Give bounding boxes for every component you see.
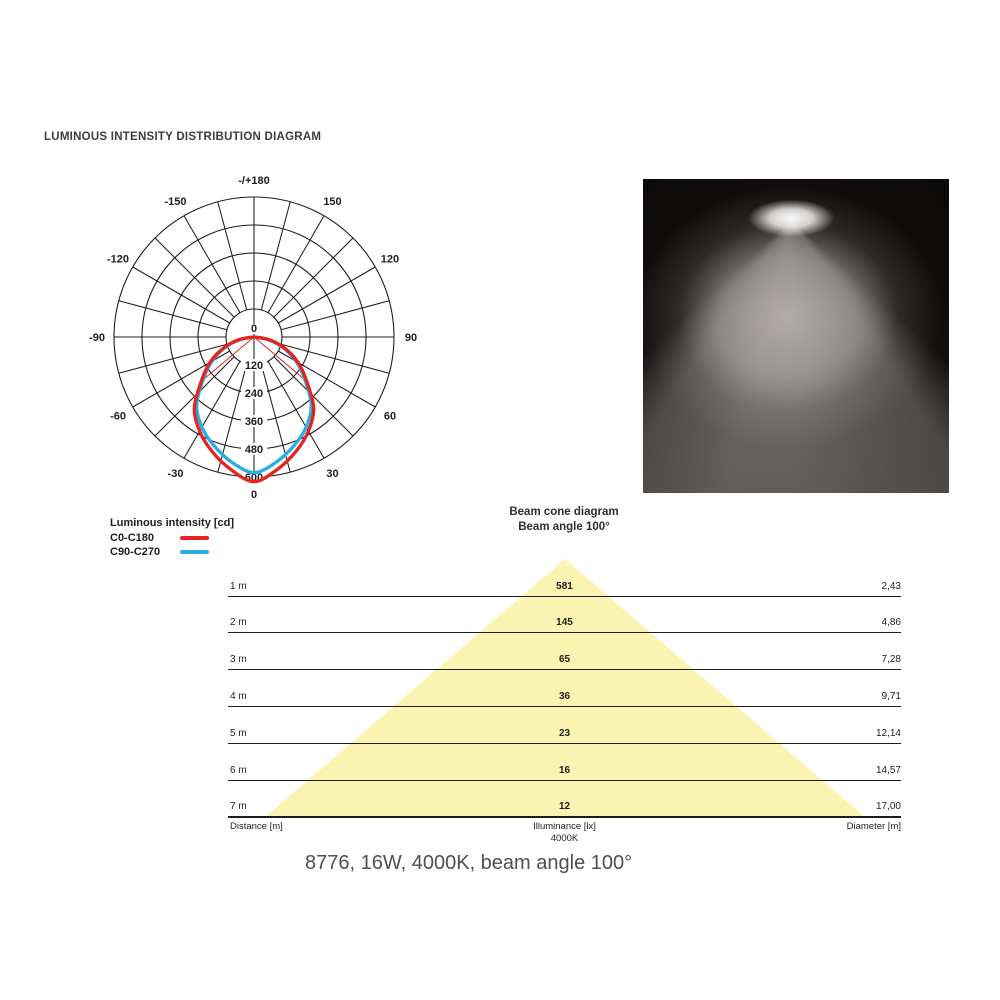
beam-photo (643, 179, 949, 493)
beam-angle-line (200, 336, 255, 382)
page-title: LUMINOUS INTENSITY DISTRIBUTION DIAGRAM (44, 131, 322, 143)
polar-grid-spoke (132, 266, 231, 324)
cone-diameter-value: 7,28 (881, 654, 901, 666)
polar-grid-spoke (118, 343, 228, 374)
cone-diameter-value: 17,00 (875, 801, 901, 813)
radial-label-mask (241, 415, 267, 427)
cone-row-line (228, 779, 901, 781)
polar-grid-spoke (154, 356, 235, 437)
cone-illuminance-value: 145 (556, 617, 573, 629)
beam-cone-heading-line2: Beam angle 100° (518, 521, 610, 533)
polar-grid-spoke (260, 201, 291, 311)
beam-cone-heading: Beam cone diagram Beam angle 100° (429, 505, 699, 535)
angle-tick-label: 30 (326, 468, 338, 480)
polar-grid-spoke (183, 360, 241, 459)
cone-row-line (228, 742, 901, 744)
cone-distance-value: 4 m (230, 690, 247, 702)
cone-distance-value: 7 m (230, 801, 247, 813)
legend-label-c90-c270: C90-C270 (110, 546, 161, 558)
cone-illuminance-value: 16 (558, 764, 571, 776)
angle-tick-label: 120 (381, 254, 399, 266)
cone-row-line (228, 632, 901, 634)
legend-title: Luminous intensity [cd] (110, 517, 235, 529)
cone-illuminance-value: 581 (556, 580, 573, 592)
cone-row-line (228, 816, 901, 819)
legend-label-c0-c180: C0-C180 (110, 532, 155, 544)
cone-distance-value: 1 m (230, 580, 247, 592)
cone-diameter-value: 4,86 (881, 617, 901, 629)
polar-grid-spoke (267, 215, 325, 314)
angle-tick-label: -30 (168, 468, 184, 480)
radial-tick-label: 480 (245, 444, 263, 456)
cone-illuminance-value: 65 (558, 654, 571, 666)
radial-tick-label: 0 (251, 323, 257, 335)
polar-grid-spoke (277, 266, 376, 324)
cone-diameter-value: 9,71 (881, 690, 901, 702)
radial-tick-label: 360 (245, 416, 263, 428)
angle-tick-label: -150 (164, 196, 186, 208)
cone-illuminance-value: 36 (558, 690, 571, 702)
angle-tick-label: 150 (323, 196, 341, 208)
polar-grid-spoke (267, 360, 325, 459)
radial-tick-label: 120 (245, 360, 263, 372)
curve-c0-c180 (192, 335, 316, 484)
cone-distance-value: 2 m (230, 617, 247, 629)
polar-legend: Luminous intensity [cd] C0-C180 C90-C270 (110, 517, 234, 559)
angle-tick-label: -120 (107, 254, 129, 266)
radial-label-mask (241, 359, 267, 371)
cone-row-line (228, 669, 901, 671)
angle-tick-label: 0 (251, 489, 257, 501)
angle-tick-label: 90 (405, 332, 417, 344)
angle-tick-label: -60 (110, 411, 126, 423)
polar-grid-spoke (280, 343, 390, 374)
angle-tick-label: -90 (89, 332, 105, 344)
beam-cone-diagram: Distance [m] Illuminance [lx] 4000K Diam… (228, 559, 901, 854)
legend-row-c0-c180: C0-C180 (110, 531, 234, 545)
cone-distance-value: 5 m (230, 727, 247, 739)
cone-diameter-value: 2,43 (881, 580, 901, 592)
cone-row-line (228, 705, 901, 707)
angle-tick-label: 60 (384, 411, 396, 423)
legend-row-c90-c270: C90-C270 (110, 545, 234, 559)
radial-label-mask (241, 387, 267, 399)
cone-distance-value: 6 m (230, 764, 247, 776)
cone-row-line (228, 595, 901, 597)
cone-diameter-value: 14,57 (875, 764, 901, 776)
product-caption: 8776, 16W, 4000K, beam angle 100° (305, 852, 633, 874)
beam-angle-line (253, 336, 308, 382)
polar-grid-spoke (154, 237, 235, 318)
polar-grid-spoke (280, 300, 390, 331)
legend-swatch-blue-line (180, 550, 209, 554)
radial-label-mask (241, 443, 267, 455)
beam-cone-triangle (265, 559, 865, 817)
column-label-illuminance: Illuminance [lx] 4000K (533, 821, 596, 844)
legend-swatch-red-line (180, 536, 209, 540)
beam-cone-heading-line1: Beam cone diagram (509, 506, 619, 518)
cone-diameter-value: 12,14 (875, 727, 901, 739)
polar-grid-spoke (183, 215, 241, 314)
angle-tick-label: -/+180 (238, 175, 270, 187)
column-label-diameter: Diameter [m] (846, 821, 901, 832)
radial-label-mask (248, 324, 260, 334)
polar-grid-spoke (273, 237, 354, 318)
cone-illuminance-value: 23 (558, 727, 571, 739)
polar-grid-spoke (118, 300, 228, 331)
cone-illuminance-value: 12 (558, 801, 571, 813)
radial-tick-label: 240 (245, 388, 263, 400)
cone-distance-value: 3 m (230, 654, 247, 666)
polar-grid-spoke (217, 201, 248, 311)
polar-grid-spoke (273, 356, 354, 437)
column-label-distance: Distance [m] (230, 821, 283, 832)
